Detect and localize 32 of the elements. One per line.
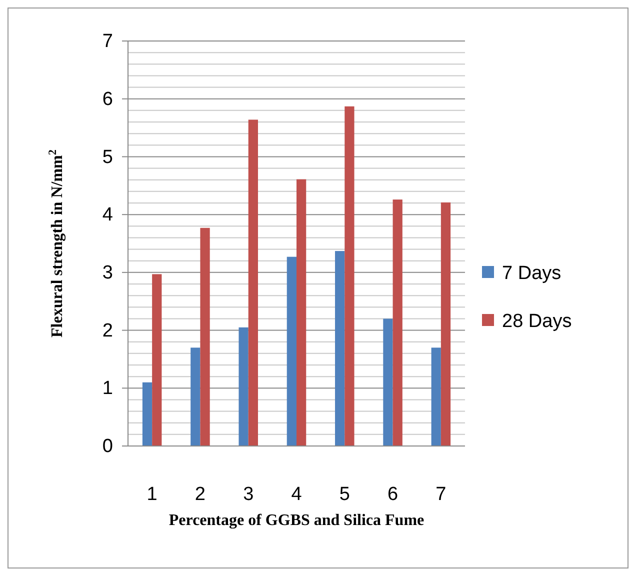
- bar: [286, 256, 296, 446]
- y-tick-label: 1: [102, 378, 113, 400]
- bar: [238, 327, 248, 446]
- bar: [392, 200, 402, 446]
- bar: [344, 106, 354, 446]
- x-tick-label: 5: [339, 484, 350, 505]
- y-tick-label: 2: [102, 320, 113, 342]
- bar: [152, 274, 162, 446]
- y-tick-label: 0: [102, 436, 113, 458]
- bar: [440, 202, 451, 446]
- bar: [296, 179, 306, 446]
- x-tick-label: 2: [194, 484, 206, 505]
- bar: [431, 348, 441, 446]
- x-tick-label: 6: [387, 484, 398, 505]
- x-tick-label: 3: [243, 484, 254, 505]
- legend-label: 7 Days: [502, 263, 562, 284]
- bar: [200, 228, 210, 446]
- y-tick-label: 5: [102, 146, 113, 168]
- legend-label: 28 Days: [502, 311, 572, 332]
- x-tick-label: 7: [436, 484, 446, 505]
- bar: [335, 251, 345, 446]
- x-axis-title: Percentage of GGBS and Silica Fume: [168, 512, 424, 529]
- y-tick-label: 6: [102, 88, 113, 110]
- y-tick-label: 3: [102, 262, 113, 284]
- bar: [383, 318, 393, 446]
- y-tick-label: 4: [102, 204, 114, 226]
- x-tick-label: 4: [291, 484, 302, 505]
- bar: [190, 348, 200, 446]
- bar: [248, 120, 258, 446]
- x-tick-label: 1: [146, 484, 158, 505]
- bar: [142, 382, 152, 446]
- y-tick-label: 7: [102, 31, 113, 52]
